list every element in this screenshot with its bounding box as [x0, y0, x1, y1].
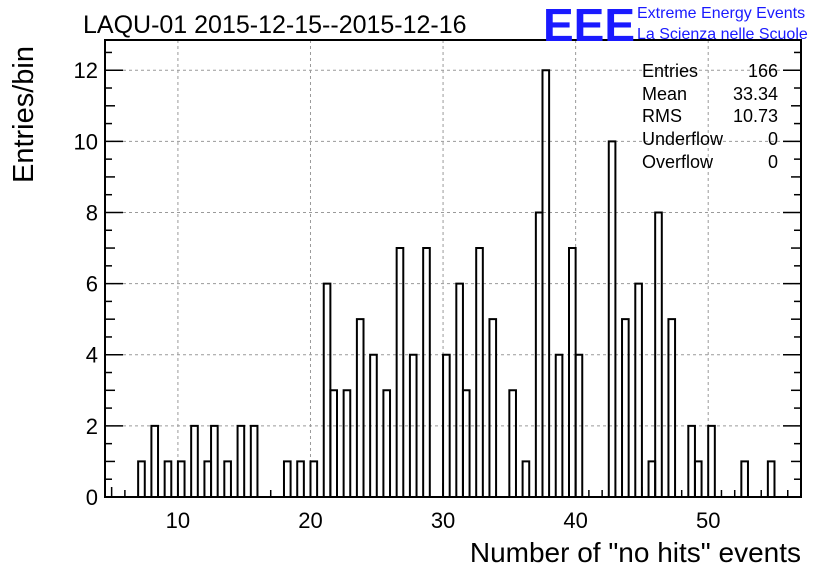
- stats-mean-label: Mean: [642, 84, 687, 104]
- histogram-bin: [236, 424, 246, 497]
- histogram-bin: [309, 460, 319, 497]
- y-tick-label: 10: [74, 129, 98, 154]
- histogram-bin: [329, 389, 338, 497]
- y-tick-label: 4: [86, 343, 98, 368]
- histogram-bin: [607, 140, 617, 497]
- stats-entries-label: Entries: [642, 61, 698, 81]
- stats-rms-value: 10.73: [733, 106, 778, 126]
- y-tick-label: 12: [74, 58, 98, 83]
- x-tick-label: 20: [298, 508, 322, 533]
- histogram-bin: [707, 424, 716, 497]
- histogram-bin: [693, 460, 703, 497]
- histogram-bin: [369, 353, 378, 497]
- x-tick-label: 50: [696, 508, 720, 533]
- histogram-bin: [137, 460, 146, 497]
- stats-mean-value: 33.34: [733, 84, 778, 104]
- eee-logo: EEE Extreme Energy Events La Scienza nel…: [543, 0, 808, 51]
- histogram-bin: [621, 318, 630, 497]
- histogram-bin: [667, 318, 677, 497]
- eee-logo-mark: EEE: [543, 0, 635, 51]
- plot-frame: [104, 39, 802, 498]
- histogram-bin: [296, 460, 305, 497]
- histogram-bin: [342, 389, 352, 497]
- histogram-bin: [176, 460, 186, 497]
- y-tick-label: 2: [86, 414, 98, 439]
- histogram-bin: [508, 389, 517, 497]
- histogram-bin: [249, 424, 259, 497]
- y-tick-label: 0: [86, 485, 98, 510]
- histogram-bin: [223, 460, 232, 497]
- stats-underflow-label: Underflow: [642, 129, 724, 149]
- histogram-bin: [654, 211, 663, 497]
- histogram-bin: [163, 460, 173, 497]
- histogram-bin: [355, 318, 365, 497]
- grid-layer: [105, 40, 801, 497]
- histogram-bin: [190, 424, 199, 497]
- eee-logo-line1: Extreme Energy Events: [637, 5, 805, 22]
- plot-border: [104, 39, 802, 498]
- x-axis-label: Number of "no hits" events: [470, 537, 801, 568]
- histogram-bin: [475, 247, 484, 497]
- chart-title: LAQU-01 2015-12-15--2015-12-16: [83, 11, 467, 39]
- histogram-bin: [461, 389, 471, 497]
- histogram-bin: [521, 460, 531, 497]
- stats-box: Entries 166 Mean 33.34 RMS 10.73 Underfl…: [642, 61, 778, 172]
- histogram-bin: [408, 353, 418, 497]
- histogram-bin: [541, 69, 551, 497]
- y-axis-label: Entries/bin: [8, 46, 40, 183]
- x-tick-label: 30: [431, 508, 455, 533]
- axis-ticks: 10 20 30 40 50 0 2 4 6 8 10 12: [74, 51, 802, 533]
- histogram-bin: [634, 282, 643, 497]
- stats-overflow-value: 0: [768, 152, 778, 172]
- histogram-bin: [740, 460, 749, 497]
- y-tick-label: 8: [86, 200, 98, 225]
- stats-underflow-value: 0: [768, 129, 778, 149]
- histogram-bin: [282, 460, 292, 497]
- histogram-bin: [210, 424, 219, 497]
- histogram-bin: [554, 353, 564, 497]
- histogram-bin: [574, 353, 584, 497]
- histogram-bin: [442, 353, 451, 497]
- stats-entries-value: 166: [748, 61, 778, 81]
- eee-logo-line2: La Scienza nelle Scuole: [637, 26, 808, 43]
- histogram-bin: [150, 424, 160, 497]
- histogram-bin: [488, 318, 498, 497]
- x-tick-label: 10: [166, 508, 190, 533]
- x-tick-label: 40: [563, 508, 587, 533]
- histogram-bars: [137, 69, 776, 497]
- histogram-bin: [422, 247, 431, 497]
- histogram-bin: [382, 389, 392, 497]
- y-tick-label: 6: [86, 272, 98, 297]
- stats-overflow-label: Overflow: [642, 152, 714, 172]
- histogram-bin: [395, 247, 405, 497]
- stats-rms-label: RMS: [642, 106, 682, 126]
- histogram-bin: [766, 460, 776, 497]
